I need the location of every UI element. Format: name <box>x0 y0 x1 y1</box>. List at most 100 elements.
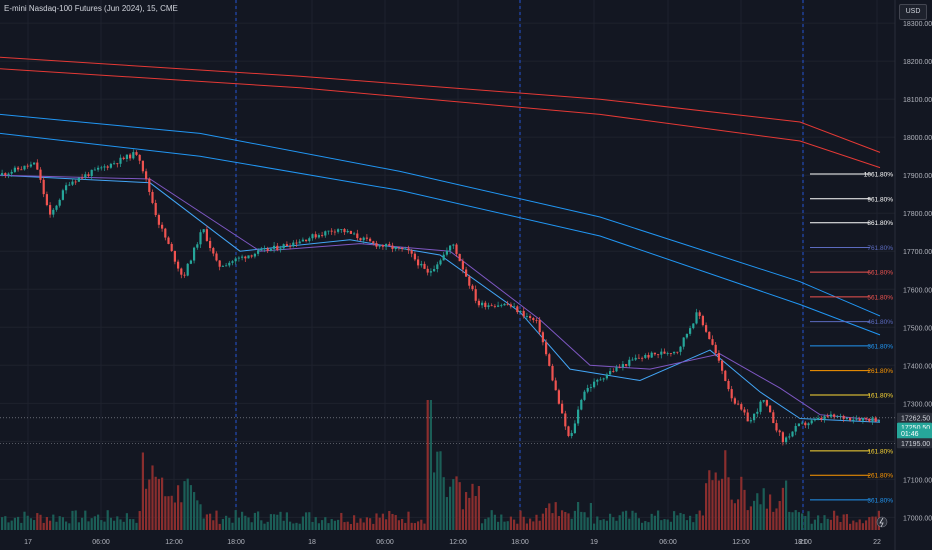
candle-body <box>673 351 676 354</box>
candle-body <box>365 237 368 239</box>
candle-body <box>461 261 464 270</box>
candle-body <box>829 414 832 417</box>
volume-bar <box>772 511 775 530</box>
candle-body <box>407 248 410 251</box>
candle-body <box>49 205 52 215</box>
volume-bar <box>4 516 7 530</box>
candle-body <box>689 328 692 334</box>
candle-body <box>353 233 356 235</box>
price-axis-label <box>897 412 932 423</box>
candle-body <box>679 346 682 352</box>
volume-bar <box>625 510 628 530</box>
candle-body <box>823 416 826 420</box>
candle-body <box>625 364 628 366</box>
moving-average-line <box>0 174 881 423</box>
fib-level-label: 161.80% <box>867 448 893 455</box>
candle-body <box>785 437 788 443</box>
volume-bar <box>109 517 112 530</box>
volume-bar <box>653 515 656 530</box>
candle-body <box>61 190 64 200</box>
volume-bar <box>532 521 535 530</box>
price-axis-label-text: 17262.50 <box>901 415 930 422</box>
candle-body <box>125 154 128 159</box>
candle-body <box>253 253 256 257</box>
volume-bar <box>663 519 666 530</box>
volume-bar <box>717 480 720 530</box>
price-axis-label-text: 17250.50 <box>901 425 930 432</box>
currency-button[interactable]: USD <box>899 4 927 20</box>
fib-level-label: 961.80% <box>867 196 893 203</box>
fib-level-label: 861.80% <box>867 220 893 227</box>
volume-bar <box>244 515 247 530</box>
candle-body <box>615 367 618 372</box>
candle-body <box>874 417 877 422</box>
volume-bar <box>311 521 314 530</box>
candle-body <box>513 306 516 308</box>
candle-body <box>141 160 144 172</box>
volume-bar <box>132 519 135 530</box>
candle-body <box>132 152 135 159</box>
candle-body <box>180 268 183 275</box>
volume-bar <box>13 517 16 530</box>
volume-bar <box>634 512 637 530</box>
x-tick-label: 17 <box>24 539 32 546</box>
candle-body <box>420 263 423 266</box>
volume-bar <box>273 514 276 530</box>
candle-body <box>631 359 634 361</box>
candle-body <box>621 364 624 368</box>
y-tick-label: 17600.00 <box>903 287 932 294</box>
candle-body <box>161 224 164 229</box>
volume-bar <box>756 493 759 530</box>
volume-bar <box>106 510 109 530</box>
candle-body <box>797 423 800 427</box>
candle-body <box>759 401 762 412</box>
candle-body <box>228 262 231 266</box>
volume-bar <box>327 523 330 530</box>
volume-bar <box>637 518 640 530</box>
volume-bar <box>20 522 23 530</box>
volume-bar <box>810 523 813 530</box>
volume-bar <box>484 518 487 530</box>
candle-body <box>225 265 228 267</box>
candle-body <box>525 316 528 317</box>
volume-bar <box>573 510 576 530</box>
volume-bar <box>257 511 260 530</box>
candle-body <box>263 248 266 250</box>
x-tick-label: 06:00 <box>376 539 394 546</box>
volume-bar <box>737 499 740 530</box>
volume-bar <box>68 523 71 530</box>
candle-body <box>493 305 496 307</box>
candle-body <box>349 230 352 234</box>
volume-bar <box>116 516 119 530</box>
volume-bar <box>337 519 340 530</box>
candle-body <box>452 244 455 246</box>
volume-bar <box>781 487 784 530</box>
price-axis-label <box>897 438 932 449</box>
candle-body <box>106 166 109 168</box>
candle-body <box>10 171 13 174</box>
candle-body <box>637 357 640 359</box>
volume-bar <box>666 519 669 530</box>
go-to-realtime-icon[interactable] <box>876 516 888 528</box>
volume-bar <box>823 515 826 530</box>
volume-bar <box>711 480 714 530</box>
volume-bar <box>77 522 80 530</box>
volume-bar <box>330 519 333 530</box>
candle-body <box>423 263 426 269</box>
candle-body <box>541 332 544 343</box>
volume-bar <box>743 489 746 530</box>
volume-bar <box>644 521 647 530</box>
candle-body <box>666 353 669 354</box>
candle-body <box>372 241 375 244</box>
volume-bar <box>353 515 356 530</box>
candle-body <box>465 269 468 277</box>
candle-body <box>29 164 32 167</box>
candle-body <box>218 260 221 267</box>
volume-bar <box>237 517 240 530</box>
candle-body <box>426 268 429 273</box>
volume-bar <box>788 511 791 530</box>
volume-bar <box>58 516 61 530</box>
candle-body <box>20 169 23 171</box>
volume-bar <box>682 514 685 530</box>
